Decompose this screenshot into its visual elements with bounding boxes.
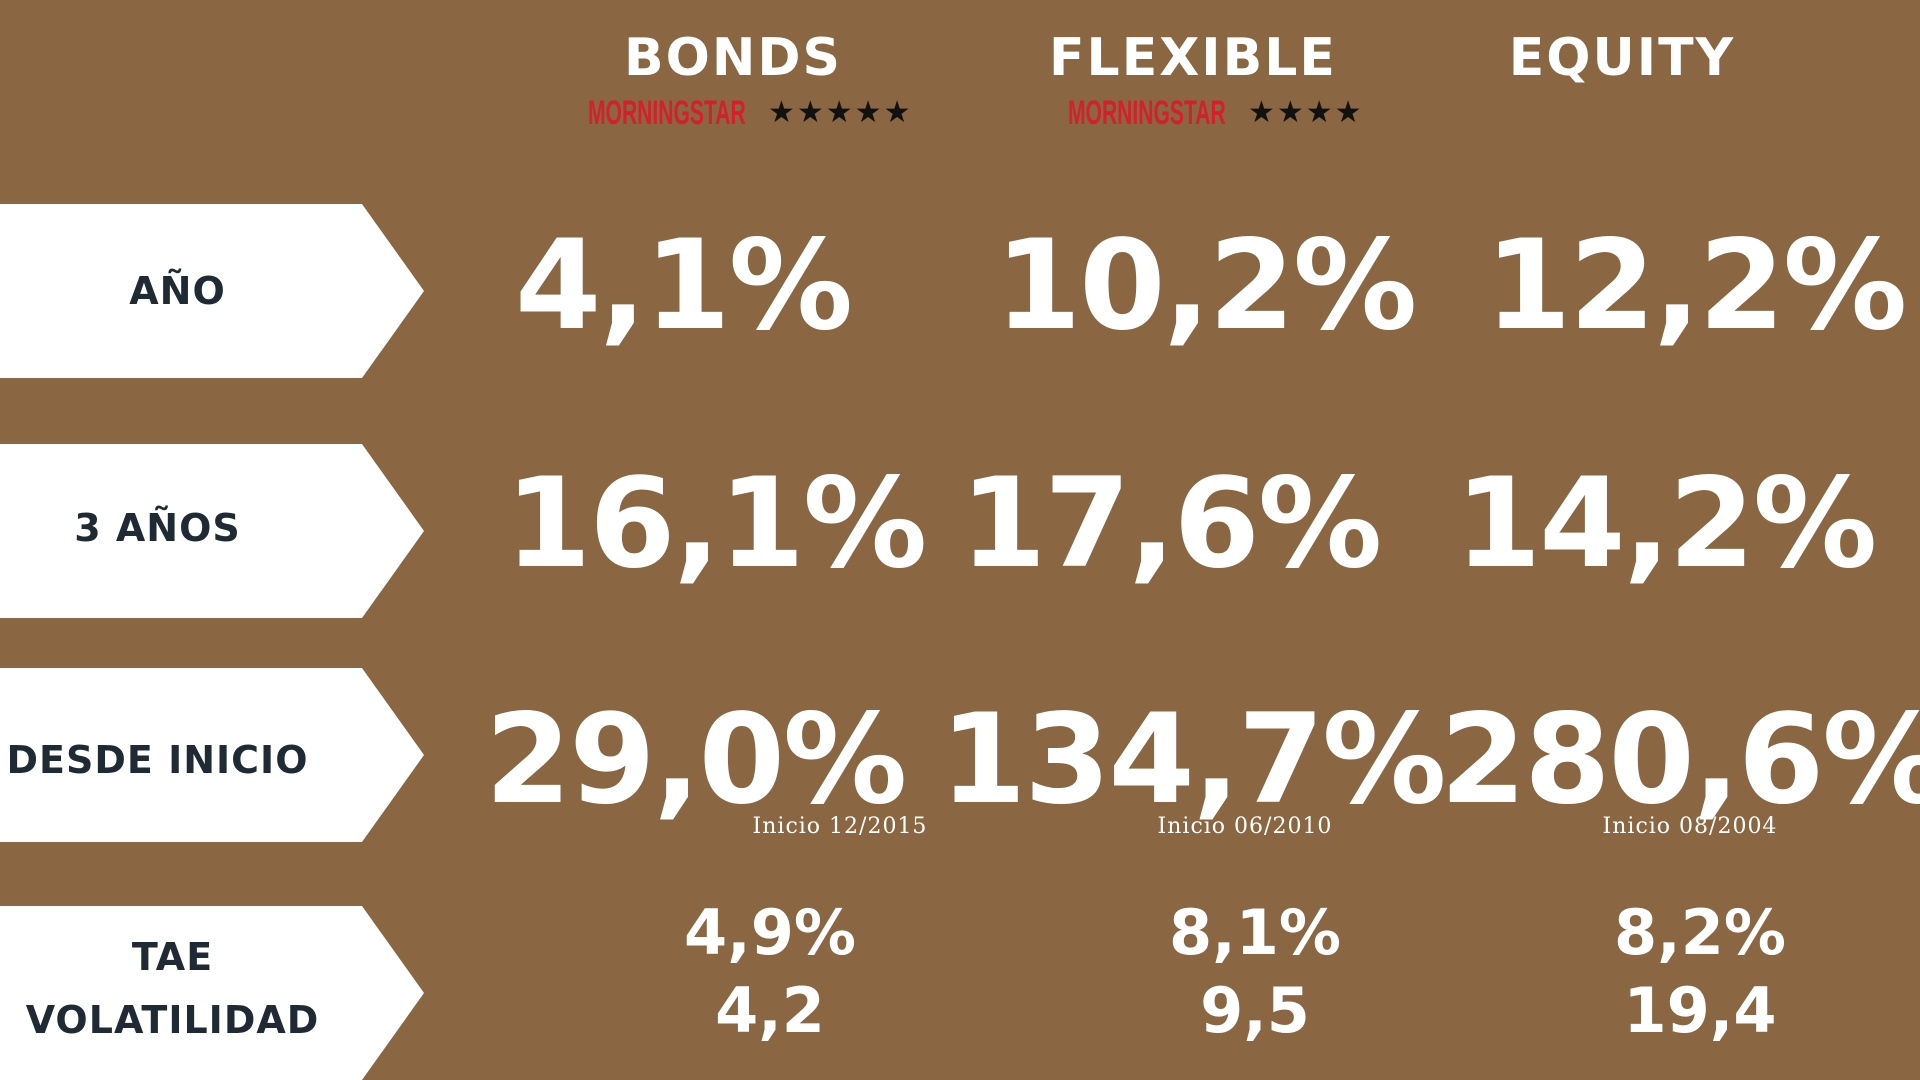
- column-title-flexible: FLEXIBLE: [1049, 28, 1337, 88]
- row-label-volatility: VOLATILIDAD: [25, 998, 320, 1043]
- tae-flexible: 8,1%: [1169, 896, 1341, 969]
- morningstar-logo: MORNINGSTAR: [1068, 94, 1226, 132]
- row-tab-since-start: [0, 668, 424, 842]
- column-title-bonds: BONDS: [624, 28, 842, 88]
- star-rating-icon: ★★★★★: [768, 95, 913, 130]
- rating-flexible: MORNINGSTAR ★★★★: [1068, 96, 1364, 130]
- row-label-since-start: DESDE INICIO: [6, 738, 309, 782]
- value-since-start-equity: 280,6%: [1440, 688, 1920, 832]
- value-year-equity: 12,2%: [1485, 214, 1907, 358]
- start-date-flexible: Inicio 06/2010: [1157, 814, 1333, 839]
- star-rating-icon: ★★★★: [1248, 95, 1364, 130]
- start-date-equity: Inicio 08/2004: [1602, 814, 1778, 839]
- value-three-years-equity: 14,2%: [1455, 452, 1877, 596]
- row-label-year: AÑO: [129, 269, 226, 313]
- volatility-bonds: 4,2: [715, 974, 825, 1047]
- value-since-start-bonds: 29,0%: [485, 688, 907, 832]
- row-label-three-years: 3 AÑOS: [74, 506, 241, 550]
- morningstar-logo: MORNINGSTAR: [588, 94, 746, 132]
- value-year-flexible: 10,2%: [995, 214, 1417, 358]
- tae-bonds: 4,9%: [684, 896, 856, 969]
- row-label-tae-volatility: TAE VOLATILIDAD: [0, 932, 345, 1047]
- volatility-flexible: 9,5: [1200, 974, 1310, 1047]
- value-year-bonds: 4,1%: [515, 214, 853, 358]
- column-title-equity: EQUITY: [1508, 28, 1736, 88]
- value-three-years-bonds: 16,1%: [505, 452, 927, 596]
- row-label-tae: TAE: [131, 935, 214, 979]
- row-tab-three-years: [0, 444, 424, 618]
- value-three-years-flexible: 17,6%: [960, 452, 1382, 596]
- tae-equity: 8,2%: [1614, 896, 1786, 969]
- row-tab-year: [0, 204, 424, 378]
- volatility-equity: 19,4: [1623, 974, 1777, 1047]
- rating-bonds: MORNINGSTAR ★★★★★: [588, 96, 912, 130]
- value-since-start-flexible: 134,7%: [940, 688, 1446, 832]
- row-tab-tae-volatility: [0, 906, 424, 1080]
- start-date-bonds: Inicio 12/2015: [752, 814, 928, 839]
